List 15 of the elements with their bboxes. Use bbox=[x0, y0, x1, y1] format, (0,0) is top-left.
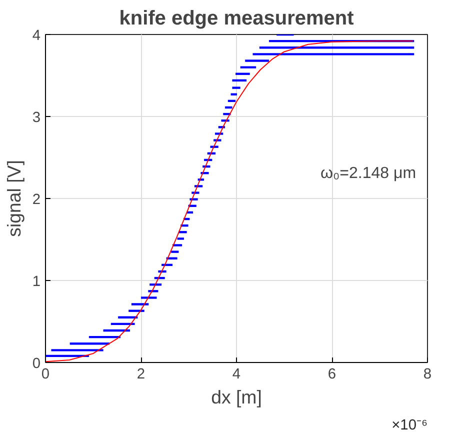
line-series bbox=[46, 40, 414, 362]
x-tick-label: 6 bbox=[328, 366, 336, 382]
x-axis-title: dx [m] bbox=[211, 386, 262, 408]
y-tick-label: 1 bbox=[32, 274, 41, 290]
y-tick-label: 2 bbox=[32, 192, 41, 208]
y-tick-label: 0 bbox=[32, 356, 41, 372]
x-tick-label: 8 bbox=[423, 366, 432, 382]
y-axis-title: signal [V] bbox=[3, 160, 24, 237]
chart-title: knife edge measurement bbox=[119, 8, 354, 30]
x-tick-label: 2 bbox=[136, 366, 146, 382]
y-tick-label: 3 bbox=[32, 110, 41, 126]
y-tick-label: 4 bbox=[32, 28, 41, 44]
text: ×10⁻⁶ bbox=[392, 418, 428, 434]
annotation: ω₀=2.148 μm bbox=[320, 165, 416, 182]
x-tick-label: 4 bbox=[232, 366, 241, 382]
